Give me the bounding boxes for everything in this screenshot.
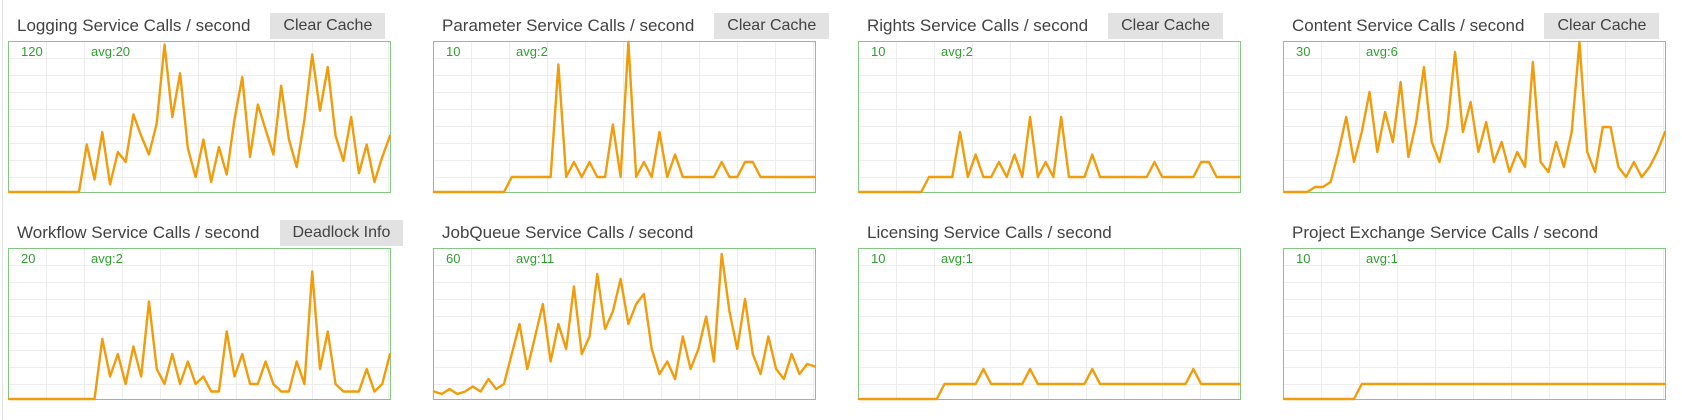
panel-licensing-service: Licensing Service Calls / second 10 avg:… xyxy=(858,217,1241,400)
panel-header: Content Service Calls / second Clear Cac… xyxy=(1283,10,1666,41)
series-plot xyxy=(434,42,815,192)
panel-title: Project Exchange Service Calls / second xyxy=(1292,222,1599,242)
line-chart: 20 avg:2 xyxy=(8,248,391,400)
panel-header: Project Exchange Service Calls / second xyxy=(1283,217,1666,248)
panel-header: Logging Service Calls / second Clear Cac… xyxy=(8,10,391,41)
series-line xyxy=(434,254,815,394)
series-line xyxy=(1284,384,1665,399)
series-line xyxy=(9,45,390,192)
clear-cache-button[interactable]: Clear Cache xyxy=(1108,12,1224,39)
service-metrics-dashboard: Logging Service Calls / second Clear Cac… xyxy=(8,10,1666,400)
avg-label: avg:11 xyxy=(516,251,555,266)
series-plot xyxy=(434,249,815,399)
y-max-label: 30 xyxy=(1296,44,1311,59)
panel-title: Licensing Service Calls / second xyxy=(867,222,1112,242)
clear-cache-button[interactable]: Clear Cache xyxy=(1544,12,1660,39)
panel-title: Content Service Calls / second xyxy=(1292,15,1525,35)
avg-label: avg:2 xyxy=(91,251,123,266)
panel-header: Workflow Service Calls / second Deadlock… xyxy=(8,217,404,248)
clear-cache-button[interactable]: Clear Cache xyxy=(714,12,830,39)
series-plot xyxy=(859,249,1240,399)
line-chart: 60 avg:11 xyxy=(433,248,816,400)
avg-label: avg:6 xyxy=(1366,44,1398,59)
line-chart: 120 avg:20 xyxy=(8,41,391,193)
page-left-divider xyxy=(2,0,3,420)
y-max-label: 20 xyxy=(21,251,36,266)
series-plot xyxy=(9,249,390,399)
line-chart: 10 avg:2 xyxy=(433,41,816,193)
panel-rights-service: Rights Service Calls / second Clear Cach… xyxy=(858,10,1241,193)
deadlock-info-button[interactable]: Deadlock Info xyxy=(279,219,404,246)
series-plot xyxy=(9,42,390,192)
panel-title: Logging Service Calls / second xyxy=(17,15,251,35)
series-line xyxy=(9,272,390,400)
line-chart: 30 avg:6 xyxy=(1283,41,1666,193)
line-chart: 10 avg:2 xyxy=(858,41,1241,193)
panel-title: Rights Service Calls / second xyxy=(867,15,1089,35)
series-line xyxy=(1284,42,1665,192)
y-max-label: 60 xyxy=(446,251,461,266)
panel-title: JobQueue Service Calls / second xyxy=(442,222,694,242)
series-plot xyxy=(1284,249,1665,399)
panel-jobqueue-service: JobQueue Service Calls / second 60 avg:1… xyxy=(433,217,816,400)
series-plot xyxy=(1284,42,1665,192)
series-line xyxy=(859,117,1240,192)
avg-label: avg:1 xyxy=(1366,251,1398,266)
avg-label: avg:2 xyxy=(516,44,548,59)
avg-label: avg:1 xyxy=(941,251,973,266)
panel-parameter-service: Parameter Service Calls / second Clear C… xyxy=(433,10,830,193)
panel-header: Parameter Service Calls / second Clear C… xyxy=(433,10,830,41)
panel-workflow-service: Workflow Service Calls / second Deadlock… xyxy=(8,217,404,400)
panel-header: JobQueue Service Calls / second xyxy=(433,217,816,248)
series-line xyxy=(859,369,1240,399)
clear-cache-button[interactable]: Clear Cache xyxy=(270,12,386,39)
series-plot xyxy=(859,42,1240,192)
y-max-label: 10 xyxy=(1296,251,1311,266)
line-chart: 10 avg:1 xyxy=(1283,248,1666,400)
panel-title: Workflow Service Calls / second xyxy=(17,222,260,242)
y-max-label: 10 xyxy=(446,44,461,59)
panel-title: Parameter Service Calls / second xyxy=(442,15,695,35)
avg-label: avg:2 xyxy=(941,44,973,59)
avg-label: avg:20 xyxy=(91,44,131,59)
panel-project-exchange-service: Project Exchange Service Calls / second … xyxy=(1283,217,1666,400)
line-chart: 10 avg:1 xyxy=(858,248,1241,400)
panel-content-service: Content Service Calls / second Clear Cac… xyxy=(1283,10,1666,193)
y-max-label: 10 xyxy=(871,44,886,59)
panel-header: Rights Service Calls / second Clear Cach… xyxy=(858,10,1241,41)
y-max-label: 10 xyxy=(871,251,886,266)
panel-header: Licensing Service Calls / second xyxy=(858,217,1241,248)
y-max-label: 120 xyxy=(21,44,43,59)
series-line xyxy=(434,42,815,192)
panel-logging-service: Logging Service Calls / second Clear Cac… xyxy=(8,10,391,193)
